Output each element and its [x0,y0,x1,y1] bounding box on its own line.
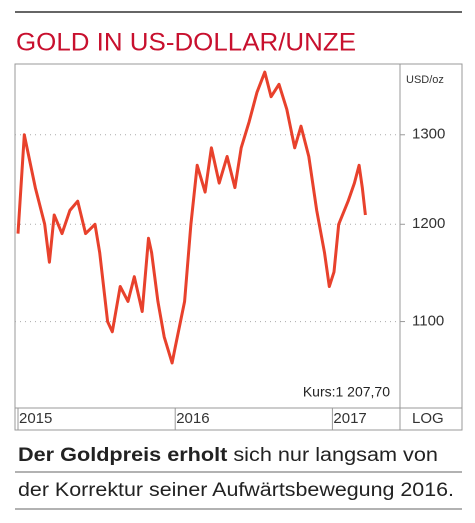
y-tick-label: 1300 [412,126,445,143]
frame [14,63,463,431]
caption-bold: Der Goldpreis erholt [18,445,228,466]
x-tick-label: 2015 [19,410,52,427]
y-axis-label: USD/oz [406,74,444,86]
caption-line: der Korrektur seiner Aufwärtsbewegung 20… [18,480,454,501]
caption-line: Der Goldpreis erholt sich nur langsam vo… [18,445,438,466]
x-tick-label: 2017 [333,410,366,427]
chart-title: GOLD IN US-DOLLAR/UNZE [16,29,356,57]
price-line [16,70,367,365]
y-tick-label: 1200 [412,215,445,232]
y-tick-label: 1100 [412,313,444,330]
x-tick-label: 2016 [176,410,209,427]
annotation: Kurs:1 207,70 [303,384,390,400]
caption-text: sich nur langsam von [227,445,438,466]
scale-label: LOG [412,410,444,427]
